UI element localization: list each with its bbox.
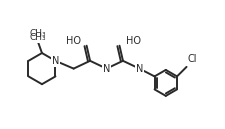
Text: HO: HO — [65, 36, 81, 46]
Text: CH₃: CH₃ — [29, 33, 46, 42]
Text: CH₃: CH₃ — [29, 29, 46, 38]
Text: HO: HO — [126, 36, 141, 46]
Text: Cl: Cl — [188, 54, 197, 64]
Text: N: N — [52, 56, 59, 66]
Text: N: N — [136, 64, 143, 74]
Text: N: N — [103, 64, 110, 74]
